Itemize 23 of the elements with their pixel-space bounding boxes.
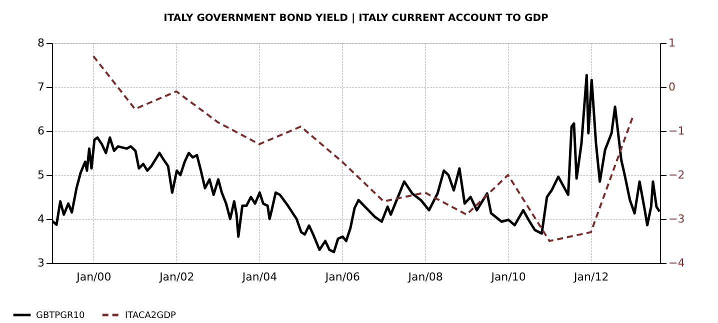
chart-title: ITALY GOVERNMENT BOND YIELD | ITALY CURRENT ACCOUNT TO GDP xyxy=(164,13,548,24)
y2-tick-label: −1 xyxy=(668,124,685,138)
y-tick-label: 5 xyxy=(38,168,44,182)
x-tick-label: Jan/08 xyxy=(407,270,443,284)
x-tick-label: Jan/06 xyxy=(324,270,360,284)
x-tick-label: Jan/02 xyxy=(158,270,194,284)
y-tick-label: 6 xyxy=(38,124,44,138)
legend-label: ITACA2GDP xyxy=(125,311,177,321)
line-series xyxy=(92,55,634,242)
y-tick-label: 3 xyxy=(38,256,44,270)
x-tick-label: Jan/12 xyxy=(573,270,609,284)
y-tick-label: 7 xyxy=(38,80,44,94)
x-tick-label: Jan/10 xyxy=(490,270,526,284)
y2-tick-label: 1 xyxy=(668,36,676,50)
x-tick-label: Jan/00 xyxy=(76,270,112,284)
y2-tick-label: −2 xyxy=(668,168,685,182)
y-tick-label: 4 xyxy=(38,212,44,226)
x-tick-label: Jan/04 xyxy=(241,270,278,284)
y2-tick-label: −4 xyxy=(668,256,685,270)
y2-tick-label: 0 xyxy=(668,80,676,94)
y2-tick-label: −3 xyxy=(668,212,685,226)
y-tick-label: 8 xyxy=(38,36,44,50)
legend-label: GBTPGR10 xyxy=(36,311,86,321)
